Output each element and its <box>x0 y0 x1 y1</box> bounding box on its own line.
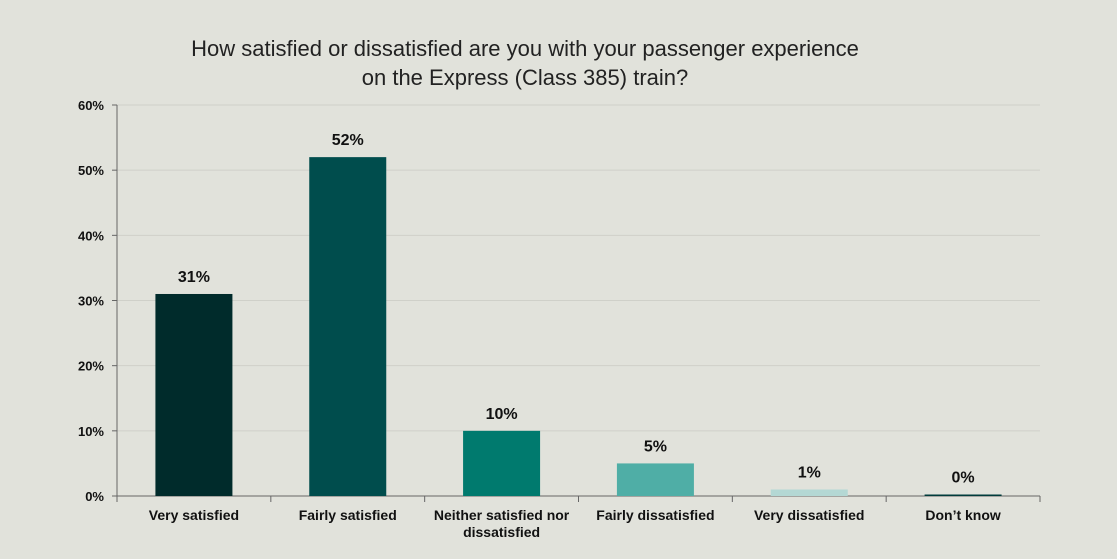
chart-title-line-2: on the Express (Class 385) train? <box>361 65 689 90</box>
chart-title: How satisfied or dissatisfied are you wi… <box>0 34 1050 92</box>
chart-title-line-1: How satisfied or dissatisfied are you wi… <box>191 36 859 61</box>
x-category-label: Very satisfied <box>149 507 239 523</box>
y-tick-label: 50% <box>78 163 104 178</box>
x-category-label: Neither satisfied nor <box>434 507 570 523</box>
bar <box>155 293 233 496</box>
data-label: 0% <box>952 470 975 487</box>
x-category-label: Fairly dissatisfied <box>596 507 714 523</box>
y-tick-label: 40% <box>78 228 104 243</box>
x-category-label: Fairly satisfied <box>299 507 397 523</box>
y-tick-label: 20% <box>78 359 104 374</box>
data-label: 10% <box>486 406 518 423</box>
x-category-label: dissatisfied <box>463 524 540 540</box>
x-category-label: Very dissatisfied <box>754 507 865 523</box>
y-tick-label: 0% <box>85 489 104 504</box>
bar <box>924 494 1002 496</box>
y-tick-label: 60% <box>78 98 104 113</box>
y-tick-label: 10% <box>78 424 104 439</box>
data-label: 52% <box>332 132 364 149</box>
x-category-label: Don’t know <box>925 507 1001 523</box>
bar <box>770 489 848 496</box>
bar <box>616 463 694 496</box>
data-label: 5% <box>644 438 667 455</box>
data-label: 31% <box>178 269 210 286</box>
data-label: 1% <box>798 464 821 481</box>
bar <box>463 430 541 496</box>
bar <box>309 157 387 496</box>
y-tick-label: 30% <box>78 294 104 309</box>
